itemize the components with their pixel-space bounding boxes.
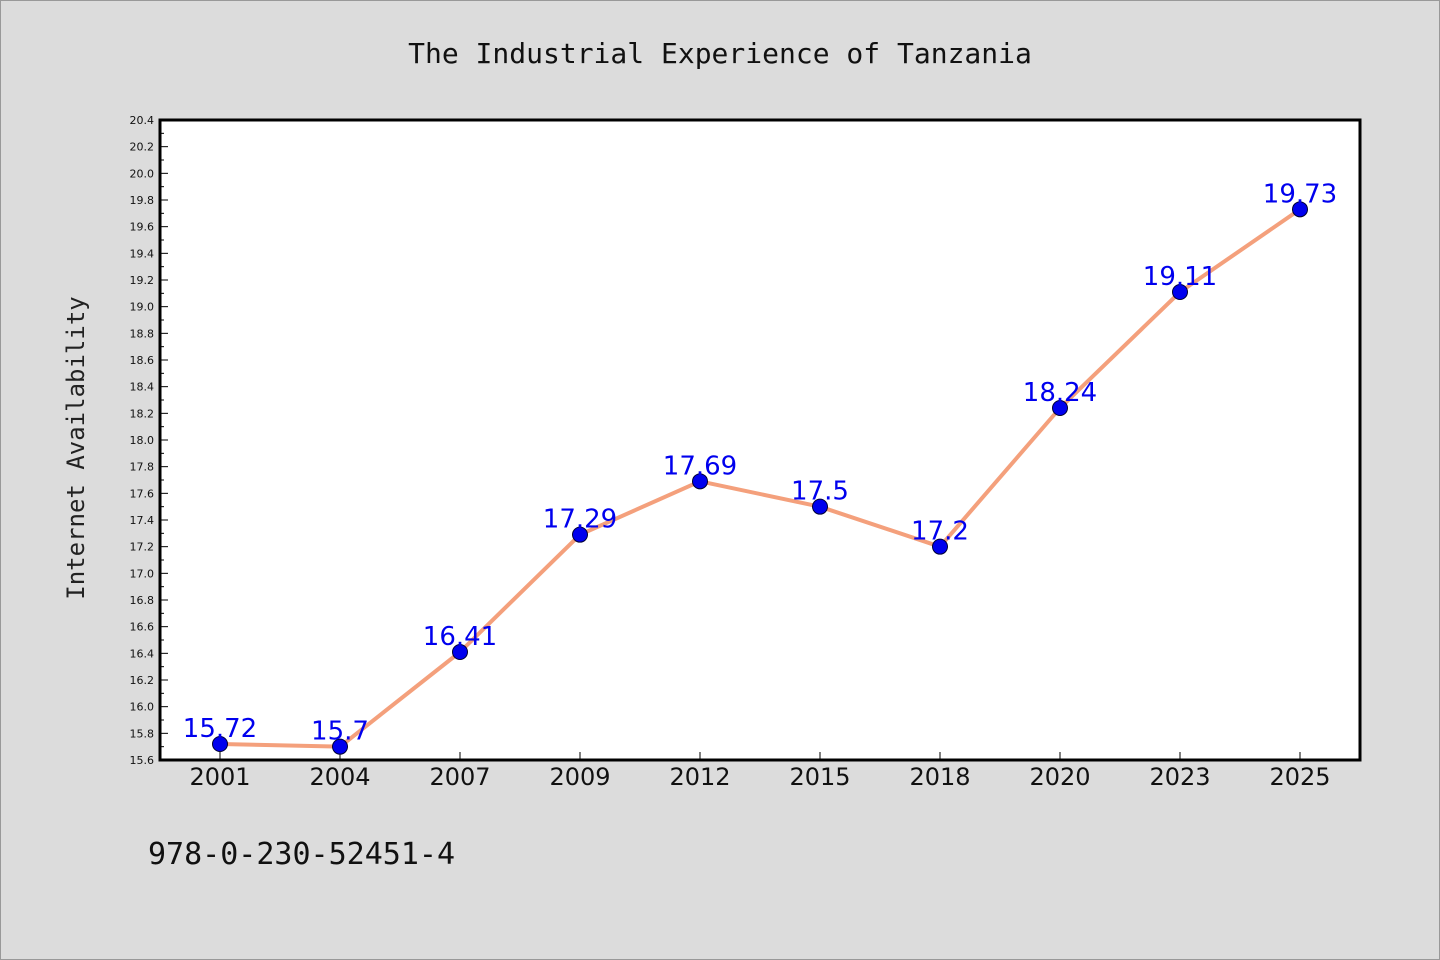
data-label: 17.2 [911, 517, 969, 547]
y-tick-label: 16.0 [130, 701, 155, 714]
data-point [1292, 201, 1308, 218]
footer-isbn: 978-0-230-52451-4 [148, 837, 455, 872]
x-tick-label: 2023 [1149, 763, 1210, 791]
x-axis-ticks: 2001 2004 2007 2009 2012 2015 2018 2020 2023 2025 [189, 752, 1331, 791]
x-tick-label: 2020 [1029, 763, 1090, 791]
data-point [1052, 400, 1068, 416]
data-label: 19.73 [1263, 179, 1337, 209]
data-point [692, 473, 708, 490]
y-tick-label: 16.8 [130, 594, 155, 607]
x-tick-label: 2015 [789, 763, 850, 791]
y-axis-label: Internet Availability [62, 296, 90, 599]
y-tick-label: 15.8 [130, 727, 155, 740]
data-point [332, 738, 348, 755]
y-tick-label: 18.4 [130, 381, 155, 394]
y-tick-label: 19.0 [130, 301, 155, 314]
y-tick-label: 19.4 [130, 247, 155, 260]
plot-border [158, 118, 1362, 762]
x-tick-label: 2009 [549, 763, 610, 791]
x-tick-label: 2012 [669, 763, 730, 791]
data-point [1172, 284, 1188, 300]
data-label: 19.11 [1143, 262, 1217, 292]
data-label: 15.7 [311, 717, 369, 747]
y-tick-label: 16.6 [130, 621, 155, 634]
x-tick-label: 2025 [1269, 763, 1330, 791]
y-tick-label: 18.8 [130, 327, 155, 340]
series-line [218, 207, 1302, 749]
series-line-group [212, 201, 1308, 755]
x-tick-label: 2007 [429, 763, 490, 791]
data-labels: 15.72 15.7 16.41 17.29 17.69 17.5 17.2 18.24 19.… [183, 179, 1337, 746]
data-point [812, 498, 828, 515]
x-tick-label: 2018 [909, 763, 970, 791]
y-tick-label: 17.4 [130, 514, 155, 527]
y-tick-label: 20.4 [130, 114, 155, 127]
chart-title: The Industrial Experience of Tanzania [408, 37, 1032, 70]
y-tick-label: 18.6 [130, 354, 155, 367]
y-tick-label: 16.2 [130, 674, 155, 687]
x-tick-label: 2001 [189, 763, 250, 791]
data-label: 15.72 [183, 714, 257, 744]
data-label: 17.5 [791, 477, 849, 507]
data-point [932, 538, 948, 555]
y-tick-label: 15.6 [130, 754, 155, 767]
y-tick-label: 17.2 [130, 541, 155, 554]
y-tick-label: 19.6 [130, 221, 155, 234]
data-point [212, 736, 228, 752]
y-tick-label: 16.4 [130, 647, 155, 660]
data-label: 17.69 [663, 451, 737, 481]
y-tick-label: 19.2 [130, 274, 155, 287]
data-label: 16.41 [423, 622, 497, 652]
y-tick-label: 20.2 [130, 141, 155, 154]
data-label: 18.24 [1023, 378, 1097, 408]
y-tick-label: 17.0 [130, 567, 155, 580]
x-tick-label: 2004 [309, 763, 370, 791]
plot-area [160, 120, 1360, 760]
y-tick-label: 17.6 [130, 487, 155, 500]
y-tick-label: 17.8 [130, 461, 155, 474]
y-tick-label: 20.0 [130, 167, 155, 180]
data-point [452, 644, 468, 660]
y-axis-ticks: 15.6 15.8 16.0 16.2 16.4 16.6 16.8 17.0 17.2 17.4… [130, 114, 168, 767]
y-tick-label: 19.8 [130, 194, 155, 207]
y-tick-label: 18.2 [130, 407, 155, 420]
data-point [572, 526, 588, 543]
y-tick-label: 18.0 [130, 434, 155, 447]
data-label: 17.29 [543, 505, 617, 535]
